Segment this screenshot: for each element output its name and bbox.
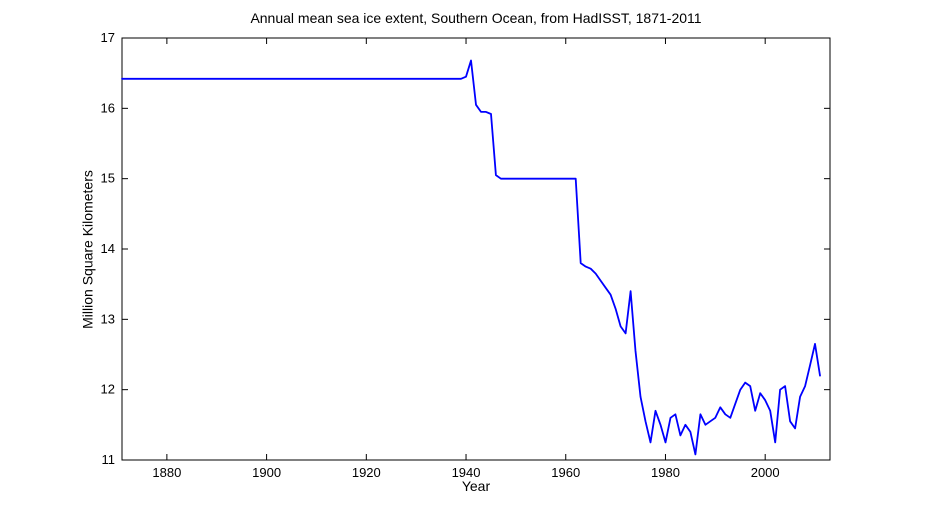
x-tick-label: 2000 [751,465,780,480]
x-tick-label: 1940 [452,465,481,480]
y-tick-label: 12 [101,382,115,397]
y-tick-label: 13 [101,311,115,326]
chart-title: Annual mean sea ice extent, Southern Oce… [250,10,702,26]
y-tick-label: 11 [102,452,116,467]
y-tick-label: 15 [101,171,115,186]
data-line [121,59,821,456]
y-tick-label: 14 [101,241,115,256]
x-axis-label: Year [461,478,491,494]
x-tick-label: 1960 [551,465,580,480]
y-tick-label: 17 [101,30,115,45]
x-tick-label: 1880 [152,465,181,480]
y-tick-label: 16 [101,100,115,115]
x-tick-label: 1920 [352,465,381,480]
x-tick-label: 1980 [651,465,680,480]
x-tick-label: 1900 [252,465,281,480]
